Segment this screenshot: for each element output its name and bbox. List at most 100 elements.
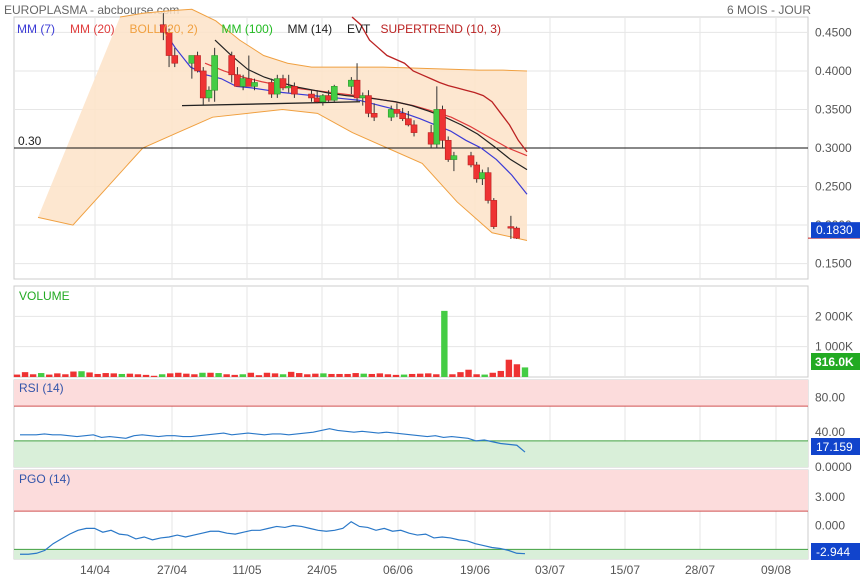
volume-bar — [247, 372, 255, 377]
candle-body — [387, 109, 395, 118]
candle-body — [439, 109, 446, 141]
volume-bar — [62, 374, 69, 377]
candle-body — [410, 124, 418, 133]
candle-body — [473, 164, 480, 180]
candle-body — [313, 97, 321, 103]
candle-body — [444, 139, 452, 160]
candle-body — [490, 200, 498, 227]
x-axis-label: 03/07 — [535, 563, 565, 577]
candle-body — [228, 55, 236, 76]
candle-body — [467, 155, 475, 166]
volume-bar — [191, 374, 198, 377]
x-axis-label: 09/08 — [761, 563, 791, 577]
pgo-line — [20, 520, 526, 555]
volume-bar — [457, 372, 464, 377]
candle-body — [348, 79, 355, 87]
volume-bar — [255, 375, 263, 377]
candle-body — [279, 78, 287, 89]
volume-bar — [279, 374, 287, 377]
volume-bar — [207, 372, 214, 377]
volume-bar — [215, 373, 222, 377]
candle-body — [194, 55, 201, 72]
volume-bar — [489, 372, 496, 377]
volume-bar — [86, 372, 93, 377]
candle-body — [239, 78, 247, 87]
volume-bar — [54, 373, 61, 377]
volume-bar — [175, 372, 182, 377]
candle-body — [353, 79, 361, 99]
candle-body — [370, 113, 378, 118]
price-tick-label: 0.4500 — [815, 25, 852, 39]
x-axis-label: 19/06 — [460, 563, 490, 577]
x-axis-label: 14/04 — [80, 563, 110, 577]
legend-item: MM (7) — [17, 22, 55, 36]
volume-bar — [134, 374, 142, 377]
volume-bar — [416, 373, 424, 377]
volume-bar — [239, 374, 246, 377]
volume-bar — [376, 373, 384, 377]
volume-bar — [150, 375, 158, 377]
legend-item: MM (100) — [222, 22, 273, 36]
rsi-last-badge — [811, 438, 860, 455]
candle-body — [234, 74, 241, 87]
rsi-tick-label: 80.00 — [815, 390, 845, 404]
rsi-oversold-zone — [14, 440, 808, 467]
pgo-upper-zone — [14, 470, 808, 512]
volume-bar — [296, 373, 303, 377]
pgo-last-badge — [811, 543, 860, 560]
period-label[interactable]: 6 MOIS - JOUR — [726, 3, 811, 17]
bollinger-lower-line — [37, 108, 528, 241]
price-tick-label: 0.3000 — [815, 141, 852, 155]
volume-label: VOLUME — [19, 289, 70, 303]
volume-bar — [231, 374, 238, 377]
price-tick-label: 0.1500 — [815, 257, 852, 271]
volume-bar — [263, 372, 271, 377]
x-axis-label: 28/07 — [685, 563, 715, 577]
volume-bar — [384, 374, 392, 377]
volume-bar — [392, 374, 400, 377]
volume-bar — [481, 374, 488, 377]
volume-bar — [497, 370, 505, 377]
candle-body — [205, 89, 213, 99]
volume-bar — [449, 374, 456, 377]
reference-line-label: 0.30 — [18, 134, 42, 148]
volume-tick-label: 1 000K — [815, 340, 853, 354]
candle-body — [251, 82, 258, 87]
x-axis-label: 06/06 — [383, 563, 413, 577]
volume-tick-label: 2 000K — [815, 309, 853, 323]
volume-bar — [287, 371, 295, 377]
volume-bar — [142, 374, 150, 377]
volume-bar — [465, 369, 472, 377]
volume-bar — [223, 374, 230, 377]
candle-body — [484, 172, 492, 201]
volume-bar — [126, 373, 134, 377]
volume-bar — [441, 310, 448, 377]
candle-body — [513, 227, 520, 239]
candle-body — [199, 70, 207, 99]
ma7-line — [159, 24, 528, 195]
volume-bar — [352, 373, 359, 377]
volume-bar — [360, 373, 367, 377]
volume-bar — [521, 367, 529, 377]
rsi-overbought-zone — [14, 380, 808, 407]
volume-bar — [110, 373, 117, 377]
candle-body — [427, 132, 435, 145]
chart-title: EUROPLASMA - abcbourse.com — [4, 3, 180, 17]
evt-line — [181, 101, 361, 107]
volume-bar — [271, 373, 279, 377]
volume-bar — [408, 373, 416, 377]
candle-body — [450, 155, 458, 160]
price-tick-label: 0.3500 — [815, 102, 852, 116]
legend-item: EVT — [347, 22, 371, 36]
bollinger-band-fill — [38, 9, 527, 241]
volume-bar — [21, 372, 29, 377]
volume-bar — [320, 373, 327, 377]
candle-body — [330, 86, 338, 101]
last-price-value: 0.1830 — [816, 223, 853, 237]
legend-item: MM (14) — [288, 22, 333, 36]
candle-body — [268, 82, 275, 95]
volume-bar — [78, 371, 85, 377]
volume-bar — [304, 374, 311, 377]
volume-bar — [158, 374, 166, 377]
